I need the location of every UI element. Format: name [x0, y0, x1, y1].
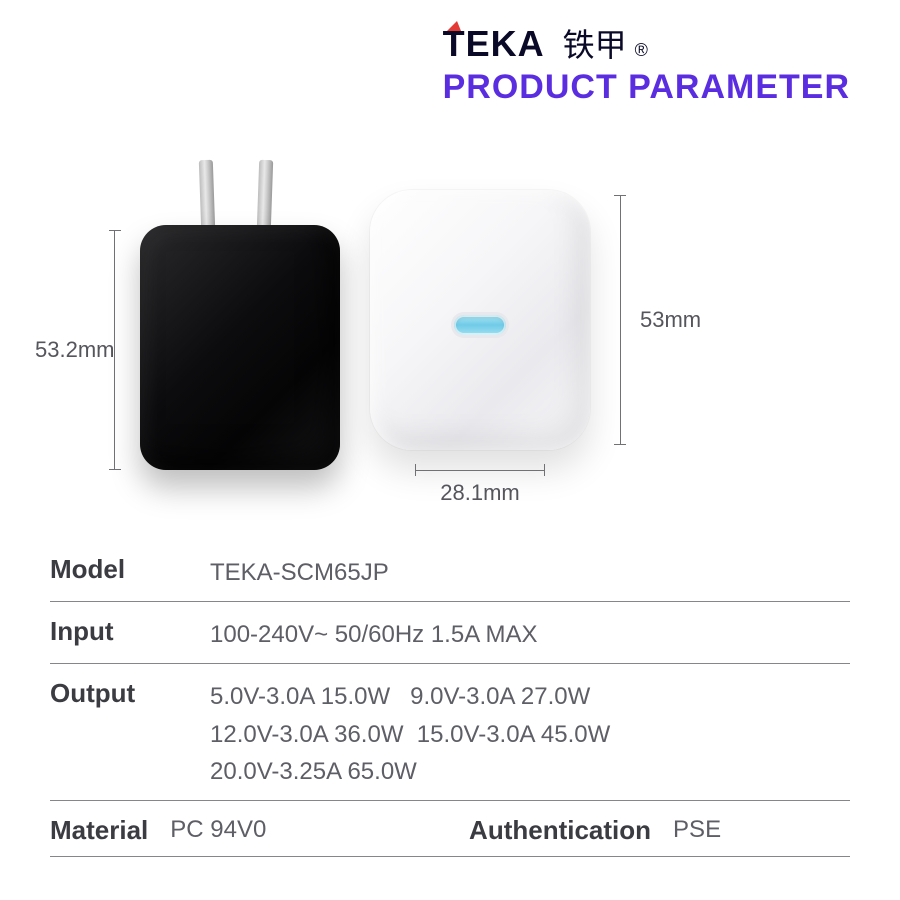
charger-white [370, 190, 590, 450]
spec-label: Authentication [469, 815, 651, 846]
spec-label: Input [50, 616, 210, 647]
dim-tick [415, 464, 416, 476]
output-line: 5.0V-3.0A 15.0W 9.0V-3.0A 27.0W [210, 678, 850, 715]
dimension-depth: 28.1mm [415, 470, 545, 520]
plug-prong-icon [257, 160, 273, 230]
brand-rest: EKA [466, 23, 545, 65]
brand-t: T [443, 23, 466, 65]
brand-logo: TEKA [443, 23, 545, 65]
dim-label: 28.1mm [440, 480, 519, 506]
brand-line: TEKA 铁甲 ® [443, 20, 850, 66]
spec-value: TEKA-SCM65JP [210, 554, 850, 591]
dim-line [620, 195, 621, 445]
dim-line [415, 470, 545, 471]
spec-label: Material [50, 815, 148, 846]
dim-tick [614, 195, 626, 196]
spec-value: 100-240V~ 50/60Hz 1.5A MAX [210, 616, 850, 653]
spec-value: PSE [673, 816, 721, 844]
charger-body-black [140, 225, 340, 470]
spec-row-model: Model TEKA-SCM65JP [50, 540, 850, 602]
brand-cn: 铁甲 [563, 20, 627, 66]
dimension-height-black: 53.2mm [55, 230, 115, 470]
spec-pair-material: Material PC 94V0 [50, 815, 469, 846]
dim-tick [544, 464, 545, 476]
spec-value: 5.0V-3.0A 15.0W 9.0V-3.0A 27.0W 12.0V-3.… [210, 678, 850, 790]
spec-row-input: Input 100-240V~ 50/60Hz 1.5A MAX [50, 602, 850, 664]
registered-icon: ® [635, 40, 648, 61]
page-title: PRODUCT PARAMETER [443, 68, 850, 107]
dim-tick [109, 230, 121, 231]
dim-label: 53.2mm [35, 337, 114, 363]
spec-row-output: Output 5.0V-3.0A 15.0W 9.0V-3.0A 27.0W 1… [50, 664, 850, 801]
dim-tick [614, 444, 626, 445]
plug-prong-icon [199, 160, 215, 230]
spec-label: Model [50, 554, 210, 585]
spec-row-material-auth: Material PC 94V0 Authentication PSE [50, 801, 850, 857]
spec-table: Model TEKA-SCM65JP Input 100-240V~ 50/60… [50, 540, 850, 857]
spec-pair-auth: Authentication PSE [469, 815, 850, 846]
product-illustration: 53.2mm 53mm 28.1mm [0, 110, 900, 500]
dimension-height-white: 53mm [620, 195, 700, 445]
dim-label: 53mm [640, 307, 701, 333]
spec-label: Output [50, 678, 210, 709]
header: TEKA 铁甲 ® PRODUCT PARAMETER [443, 20, 850, 107]
charger-black [140, 160, 340, 470]
spec-value: PC 94V0 [170, 816, 266, 844]
output-line: 12.0V-3.0A 36.0W 15.0V-3.0A 45.0W [210, 716, 850, 753]
output-line: 20.0V-3.25A 65.0W [210, 753, 850, 790]
dim-tick [109, 469, 121, 470]
usb-c-port-icon [454, 315, 506, 335]
